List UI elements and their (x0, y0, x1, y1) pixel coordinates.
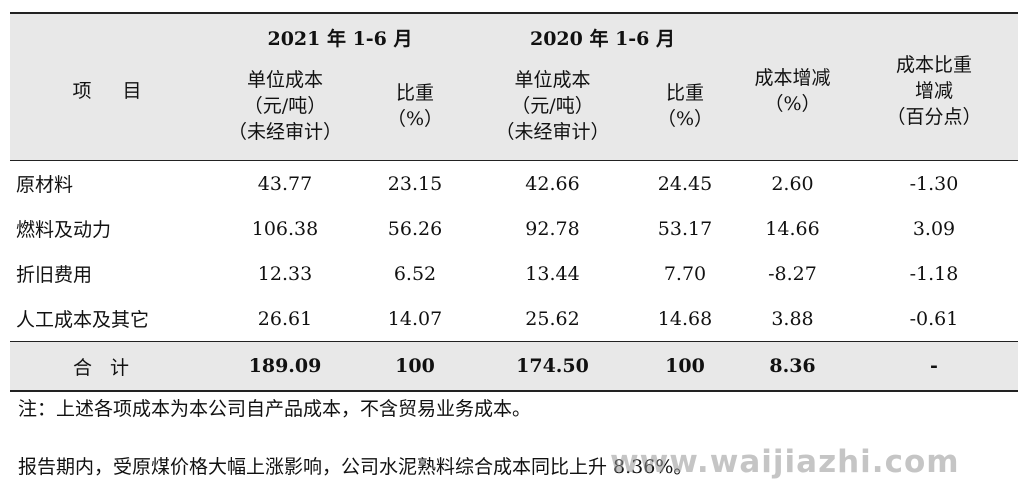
cost-change-header: 成本增减 （%） (735, 14, 850, 161)
cost-table: 项 目 2021 年 1-6 月 2020 年 1-6 月 成本增减 （%） 成… (10, 14, 1018, 392)
total-cell: 174.50 (470, 341, 635, 392)
total-cell: 100 (635, 341, 735, 392)
watermark: www.waijiazhi.com (610, 444, 960, 480)
unit-cost-2020-header: 单位成本 （元/吨） （未经审计） (470, 56, 635, 161)
table-cell: -1.18 (909, 262, 959, 285)
table-cell: 14.07 (387, 307, 443, 330)
table-cell: 23.15 (360, 160, 470, 206)
total-label: 合计 (10, 341, 210, 392)
table-cell: 92.78 (525, 217, 580, 240)
table-cell: 56.26 (387, 217, 443, 240)
table-cell: 42.66 (470, 160, 635, 206)
ratio-2021-header: 比重 （%） (360, 56, 470, 161)
table-cell: 3.09 (912, 217, 956, 240)
table-cell: 24.45 (635, 160, 735, 206)
table-cell: 6.52 (393, 262, 437, 285)
ratio-change-header: 成本比重 增减 （百分点） (850, 14, 1018, 161)
total-cell: 8.36 (735, 341, 850, 392)
total-cell: 189.09 (210, 341, 360, 392)
table-cell: 25.62 (525, 307, 580, 330)
table-row: 燃料及动力 106.38 56.26 92.78 53.17 14.66 3.0… (10, 206, 1018, 251)
unit-cost-2021-header: 单位成本 （元/吨） （未经审计） (210, 56, 360, 161)
table-cell: 26.61 (257, 307, 313, 330)
table-row: 原材料 43.77 23.15 42.66 24.45 2.60 -1.30 (10, 160, 1018, 206)
total-row: 合计 189.09 100 174.50 100 8.36 - (10, 341, 1018, 392)
table-cell: 2.60 (735, 160, 850, 206)
total-cell: - (850, 341, 1018, 392)
row-label: 人工成本及其它 (16, 309, 150, 331)
item-header: 项 目 (10, 14, 210, 161)
row-label: 原材料 (10, 160, 210, 206)
table-row: 人工成本及其它 26.61 14.07 25.62 14.68 3.88 -0.… (10, 296, 1018, 342)
table-cell: -0.61 (909, 307, 959, 330)
table-cell: 13.44 (525, 262, 580, 285)
table-cell: -1.30 (850, 160, 1018, 206)
group-header-2020: 2020 年 1-6 月 (470, 14, 735, 56)
table-cell: 3.88 (771, 307, 814, 330)
ratio-2020-header: 比重 （%） (635, 56, 735, 161)
table-cell: 53.17 (657, 217, 713, 240)
table-cell: 12.33 (257, 262, 313, 285)
report-paragraph: 报告期内，受原煤价格大幅上涨影响，公司水泥熟料综合成本同比上升 8.36%。 (18, 456, 693, 478)
group-header-2021: 2021 年 1-6 月 (210, 14, 470, 56)
table-cell: -8.27 (768, 262, 817, 285)
table-cell: 7.70 (663, 262, 707, 285)
cost-table-container: 项 目 2021 年 1-6 月 2020 年 1-6 月 成本增减 （%） 成… (10, 12, 1018, 392)
table-cell: 14.66 (765, 217, 820, 240)
table-note: 注：上述各项成本为本公司自产品成本，不含贸易业务成本。 (18, 398, 532, 420)
table-cell: 14.68 (657, 307, 713, 330)
row-label: 燃料及动力 (16, 219, 112, 241)
table-cell: 43.77 (210, 160, 360, 206)
table-row: 折旧费用 12.33 6.52 13.44 7.70 -8.27 -1.18 (10, 251, 1018, 296)
row-label: 折旧费用 (16, 264, 93, 286)
total-cell: 100 (360, 341, 470, 392)
table-cell: 106.38 (251, 217, 319, 240)
